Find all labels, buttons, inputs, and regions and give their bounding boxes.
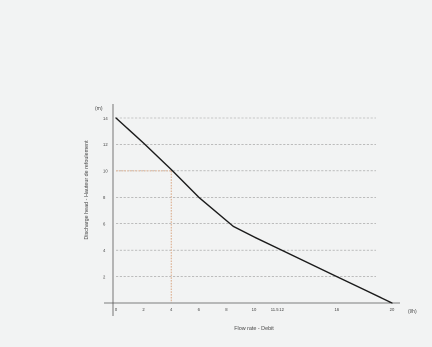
x-tick-label: 11.5 — [271, 307, 280, 312]
x-tick-label: 0 — [115, 307, 118, 312]
x-tick-label: 10 — [252, 307, 257, 312]
x-tick-label: 12 — [279, 307, 284, 312]
series-layer — [115, 117, 393, 304]
y-tick-label: 12 — [103, 142, 108, 147]
y-tick-label: 8 — [103, 195, 106, 200]
grid-layer — [116, 117, 376, 277]
y-tick-label: 14 — [103, 116, 108, 121]
x-unit-label: (l/h) — [408, 309, 417, 315]
series-line — [115, 117, 393, 304]
y-tick-label: 6 — [103, 222, 106, 227]
x-axis-title: Flow rate - Debit — [234, 326, 274, 332]
y-unit-label: (m) — [95, 106, 103, 112]
reference-lines — [116, 170, 172, 303]
x-tick-label: 6 — [198, 307, 201, 312]
y-tick-label: 10 — [103, 169, 108, 174]
x-tick-label: 2 — [142, 307, 145, 312]
x-tick-label: 16 — [334, 307, 339, 312]
x-tick-label: 4 — [170, 307, 173, 312]
y-axis-title: Discharge head - Hauteur de refoulement — [84, 140, 90, 240]
x-tick-label: 20 — [390, 307, 395, 312]
y-tick-label: 4 — [103, 248, 106, 253]
y-tick-label: 2 — [103, 274, 106, 279]
axes — [104, 104, 400, 316]
x-tick-label: 8 — [225, 307, 228, 312]
